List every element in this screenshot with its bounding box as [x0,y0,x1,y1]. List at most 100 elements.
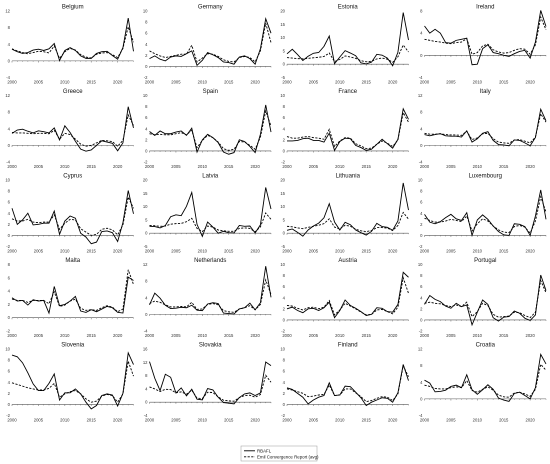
panel-title: Greece [63,89,83,95]
x-tick-label: 2010 [60,418,70,423]
x-tick-label: 2020 [525,164,535,169]
y-tick-label: 10 [280,204,285,209]
y-tick-label: 8 [420,110,423,115]
y-tick-label: 4 [8,211,11,216]
series-line-convergence-report [424,112,547,144]
panel-title: Ireland [476,5,494,11]
panel-slovakia: Slovakia -4 0 4 8 12 16 2000 2005 2010 2015 2020 [143,343,272,423]
x-tick-label: 2000 [7,249,17,254]
series-line-rbafl [424,274,547,327]
x-tick-label: 2010 [198,164,208,169]
x-tick-label: 2005 [171,80,181,85]
x-tick-label: 2005 [34,80,44,85]
y-tick-label: 2 [420,306,423,311]
y-tick-label: -4 [144,413,148,418]
y-tick-label: 4 [145,126,148,131]
y-tick-label: -4 [419,75,423,80]
x-tick-label: 2005 [446,80,456,85]
x-tick-label: 2005 [446,333,456,338]
y-tick-label: -2 [419,244,423,249]
x-tick-label: 2015 [87,418,97,423]
series-line-convergence-report [424,194,547,235]
series-line-convergence-report [286,211,409,233]
x-tick-label: 2020 [250,164,260,169]
y-tick-label: 0 [145,148,148,153]
x-tick-label: 2015 [87,164,97,169]
y-tick-label: -5 [281,244,285,249]
y-tick-label: 5 [283,48,286,53]
x-tick-label: 2005 [446,249,456,254]
series-line-convergence-report [286,44,409,63]
y-tick-label: 0 [145,231,148,236]
panel-croatia: Croatia -4 0 4 8 12 2000 2005 2010 2015 2020 [418,343,547,423]
x-tick-label: 2015 [499,333,509,338]
x-tick-label: 2020 [525,333,535,338]
y-tick-label: 6 [283,369,286,374]
y-tick-label: 5 [145,217,148,222]
x-tick-label: 2010 [335,249,345,254]
x-tick-label: 2020 [250,80,260,85]
y-tick-label: 0 [8,315,11,320]
x-tick-label: 2010 [335,333,345,338]
panel-title: Luxembourg [469,174,502,180]
x-tick-label: 2005 [34,249,44,254]
x-tick-label: 2010 [60,333,70,338]
panel-ireland: Ireland -4 0 4 8 2000 2005 2010 2015 2020 [419,5,547,85]
y-tick-label: 10 [418,178,423,183]
series-line-rbafl [424,353,547,402]
panel-title: Germany [198,5,223,11]
series-line-rbafl [11,190,134,245]
x-tick-label: 2015 [499,164,509,169]
series-line-rbafl [11,276,134,315]
y-tick-label: 6 [283,284,286,289]
y-tick-label: 4 [420,295,423,300]
y-tick-label: 4 [420,380,423,385]
y-tick-label: 6 [8,369,11,374]
legend-label-convergence-report: Emil Convergence Report (avg) [257,454,319,459]
y-tick-label: 0 [8,233,11,238]
y-tick-label: 8 [420,363,423,368]
x-tick-label: 2015 [362,80,372,85]
panel-title: Croatia [476,343,496,349]
x-tick-label: 2005 [171,164,181,169]
y-tick-label: 5 [283,217,286,222]
series-line-convergence-report [424,15,547,55]
series-line-convergence-report [11,361,134,403]
series-line-rbafl [286,12,409,67]
x-tick-label: 2015 [224,80,234,85]
y-tick-label: 4 [283,295,286,300]
y-tick-label: -5 [144,244,148,249]
x-tick-label: 2015 [224,333,234,338]
x-tick-label: 2005 [34,164,44,169]
y-tick-label: 0 [420,233,423,238]
x-tick-label: 2020 [250,249,260,254]
y-tick-label: 0 [420,396,423,401]
x-tick-label: 2020 [113,333,123,338]
y-tick-label: 4 [283,126,286,131]
y-tick-label: 10 [5,347,10,352]
y-tick-label: 2 [283,391,286,396]
y-tick-label: 0 [420,317,423,322]
y-tick-label: 20 [143,178,148,183]
panel-france: France -2 0 2 4 6 8 10 2000 2005 2010 2015 2020 [280,89,409,169]
y-tick-label: 6 [145,115,148,120]
panel-finland: Finland -2 0 2 4 6 8 10 2000 2005 2010 2015 2020 [280,343,409,423]
y-tick-label: 4 [8,380,11,385]
x-tick-label: 2005 [171,249,181,254]
panel-cyprus: Cyprus -2 0 2 4 6 8 10 2000 2005 2010 2015 2020 [5,174,134,254]
x-tick-label: 2005 [34,333,44,338]
y-tick-label: -2 [6,329,10,334]
series-line-convergence-report [11,25,134,60]
y-tick-label: 10 [418,262,423,267]
x-tick-label: 2005 [309,418,319,423]
series-line-convergence-report [424,363,547,398]
series-line-rbafl [149,187,272,238]
y-tick-label: 8 [145,373,148,378]
y-tick-label: 12 [418,347,423,352]
series-line-rbafl [11,106,134,152]
y-tick-label: -2 [419,329,423,334]
y-tick-label: -4 [6,160,10,165]
x-tick-label: 2000 [145,418,155,423]
y-tick-label: 20 [280,178,285,183]
